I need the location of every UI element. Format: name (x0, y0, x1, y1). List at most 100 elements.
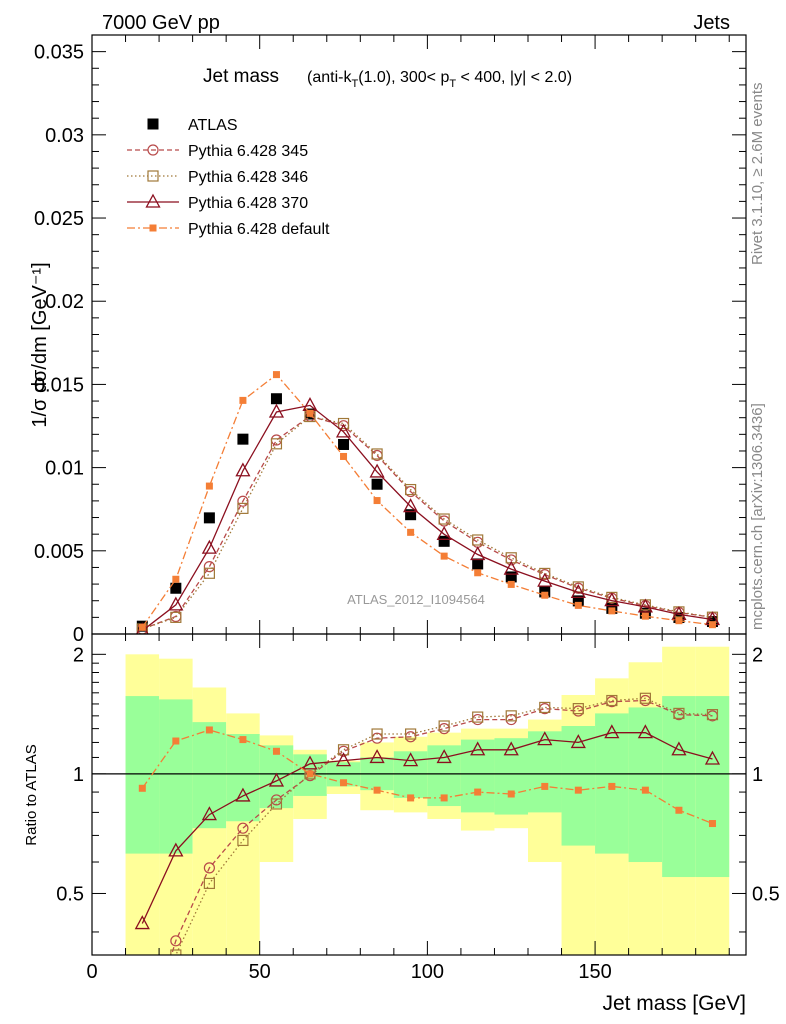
main-point-3-6 (335, 423, 352, 438)
main-point-4-6 (340, 452, 348, 460)
main-point-1-3 (237, 495, 249, 507)
ratio-point-1-1 (170, 949, 182, 955)
main-point-4-16 (675, 617, 683, 625)
main-ytick-label-4: 0.02 (45, 291, 84, 313)
ratio-ytick-label-2: 2 (73, 644, 84, 666)
main-point-2-4 (270, 438, 283, 450)
ratio-series-line-3 (141, 729, 713, 825)
ratio-point-3-7 (373, 786, 381, 794)
main-panel (135, 371, 721, 634)
ratio-point-2-10 (470, 741, 486, 756)
main-point-2-7 (371, 448, 383, 460)
band-green-8 (393, 751, 428, 798)
band-green-13 (561, 725, 596, 846)
ratio-point-3-10 (474, 788, 482, 796)
ratio-ytick-label-1: 1 (73, 764, 84, 786)
main-point-0-3 (237, 433, 249, 445)
main-point-2-8 (405, 483, 417, 496)
main-point-3-3 (235, 462, 251, 477)
ratio-point-3-16 (675, 806, 683, 814)
ratio-point-0-1 (170, 935, 182, 947)
main-series-line-3 (141, 404, 713, 632)
main-point-0-13 (572, 595, 584, 607)
ratio-point-1-8 (405, 728, 417, 740)
main-point-4-12 (541, 591, 549, 599)
ratio-point-1-2 (203, 877, 215, 890)
legend-marker-3 (145, 193, 161, 208)
ratio-point-1-14 (606, 694, 618, 707)
legend-marker-4 (149, 224, 157, 232)
band-green-15 (628, 707, 663, 863)
main-ytick-label-3: 0.015 (34, 374, 84, 396)
main-point-3-8 (403, 498, 419, 513)
legend-marker-0 (147, 118, 159, 130)
main-point-4-0 (138, 623, 146, 631)
main-point-4-3 (239, 396, 247, 404)
ratio-point-3-11 (507, 790, 515, 798)
ratio-point-1-10 (472, 711, 484, 723)
ratio-point-1-16 (673, 707, 685, 720)
main-point-2-6 (337, 417, 350, 430)
analysis-watermark: ATLAS_2012_I1094564 (347, 592, 485, 607)
main-ytick-label-2: 0.01 (45, 458, 84, 480)
band-green-2 (192, 722, 227, 829)
header-left: 7000 GeV pp (102, 12, 220, 34)
ratio-point-3-0 (138, 784, 146, 792)
main-point-3-9 (436, 525, 452, 540)
main-point-3-7 (369, 463, 385, 478)
plot-subtitle: (anti-kT(1.0), 300< pT < 400, |y| < 2.0) (307, 69, 572, 90)
ratio-frame (91, 633, 747, 956)
band-green-17 (695, 696, 730, 878)
legend-label-3: Pythia 6.428 370 (188, 195, 308, 212)
ratio-point-2-3 (235, 787, 251, 802)
main-point-4-11 (507, 580, 515, 588)
ratio-ylabel: Ratio to ATLAS (23, 744, 40, 845)
main-point-4-10 (474, 569, 482, 577)
legend-marker-1 (147, 144, 159, 156)
ratio-point-2-7 (369, 749, 385, 764)
main-ytick-label-1: 0.005 (34, 541, 84, 563)
main-point-4-4 (272, 371, 280, 379)
ratio-point-0-2 (203, 862, 215, 874)
main-point-1-2 (203, 561, 215, 573)
main-point-4-8 (407, 528, 415, 536)
mcplots-label: mcplots.cern.ch [arXiv:1306.3436] (749, 403, 766, 630)
main-point-4-7 (373, 497, 381, 505)
ratio-series-2 (134, 724, 721, 930)
ratio-point-1-11 (505, 710, 517, 722)
main-point-4-17 (708, 621, 716, 629)
legend-label-2: Pythia 6.428 346 (188, 169, 308, 186)
ratio-ytick-label-r-0: 0.5 (752, 883, 780, 905)
band-green-3 (226, 734, 260, 822)
xtick-label-0: 0 (86, 961, 97, 983)
ratio-point-1-4 (270, 798, 283, 810)
ratio-point-0-3 (237, 822, 249, 834)
ratio-point-3-1 (172, 737, 180, 745)
rivet-label: Rivet 3.1.10, ≥ 2.6M events (749, 83, 766, 266)
main-point-2-3 (237, 502, 249, 514)
ratio-point-2-12 (537, 731, 553, 746)
ratio-point-2-15 (637, 724, 653, 739)
ratio-point-2-6 (335, 752, 352, 767)
xtick-label-3: 150 (578, 961, 611, 983)
ratio-point-3-4 (272, 747, 280, 755)
main-point-3-14 (604, 592, 620, 607)
band-green-11 (494, 738, 528, 815)
ratio-point-3-8 (407, 794, 415, 802)
band-green-0 (125, 696, 160, 854)
ratio-point-3-17 (708, 820, 716, 828)
ratio-point-3-13 (574, 786, 582, 794)
main-point-0-6 (338, 438, 350, 450)
main-point-4-1 (172, 575, 180, 583)
header-right: Jets (693, 12, 730, 34)
main-point-3-2 (201, 539, 217, 554)
ratio-point-3-15 (641, 786, 649, 794)
ratio-point-2-16 (671, 741, 687, 756)
main-point-3-10 (470, 546, 486, 561)
main-point-0-10 (472, 558, 484, 570)
ratio-point-2-11 (503, 741, 519, 756)
main-series-4 (138, 371, 716, 631)
ratio-point-2-9 (436, 749, 452, 764)
band-green-1 (159, 699, 193, 854)
